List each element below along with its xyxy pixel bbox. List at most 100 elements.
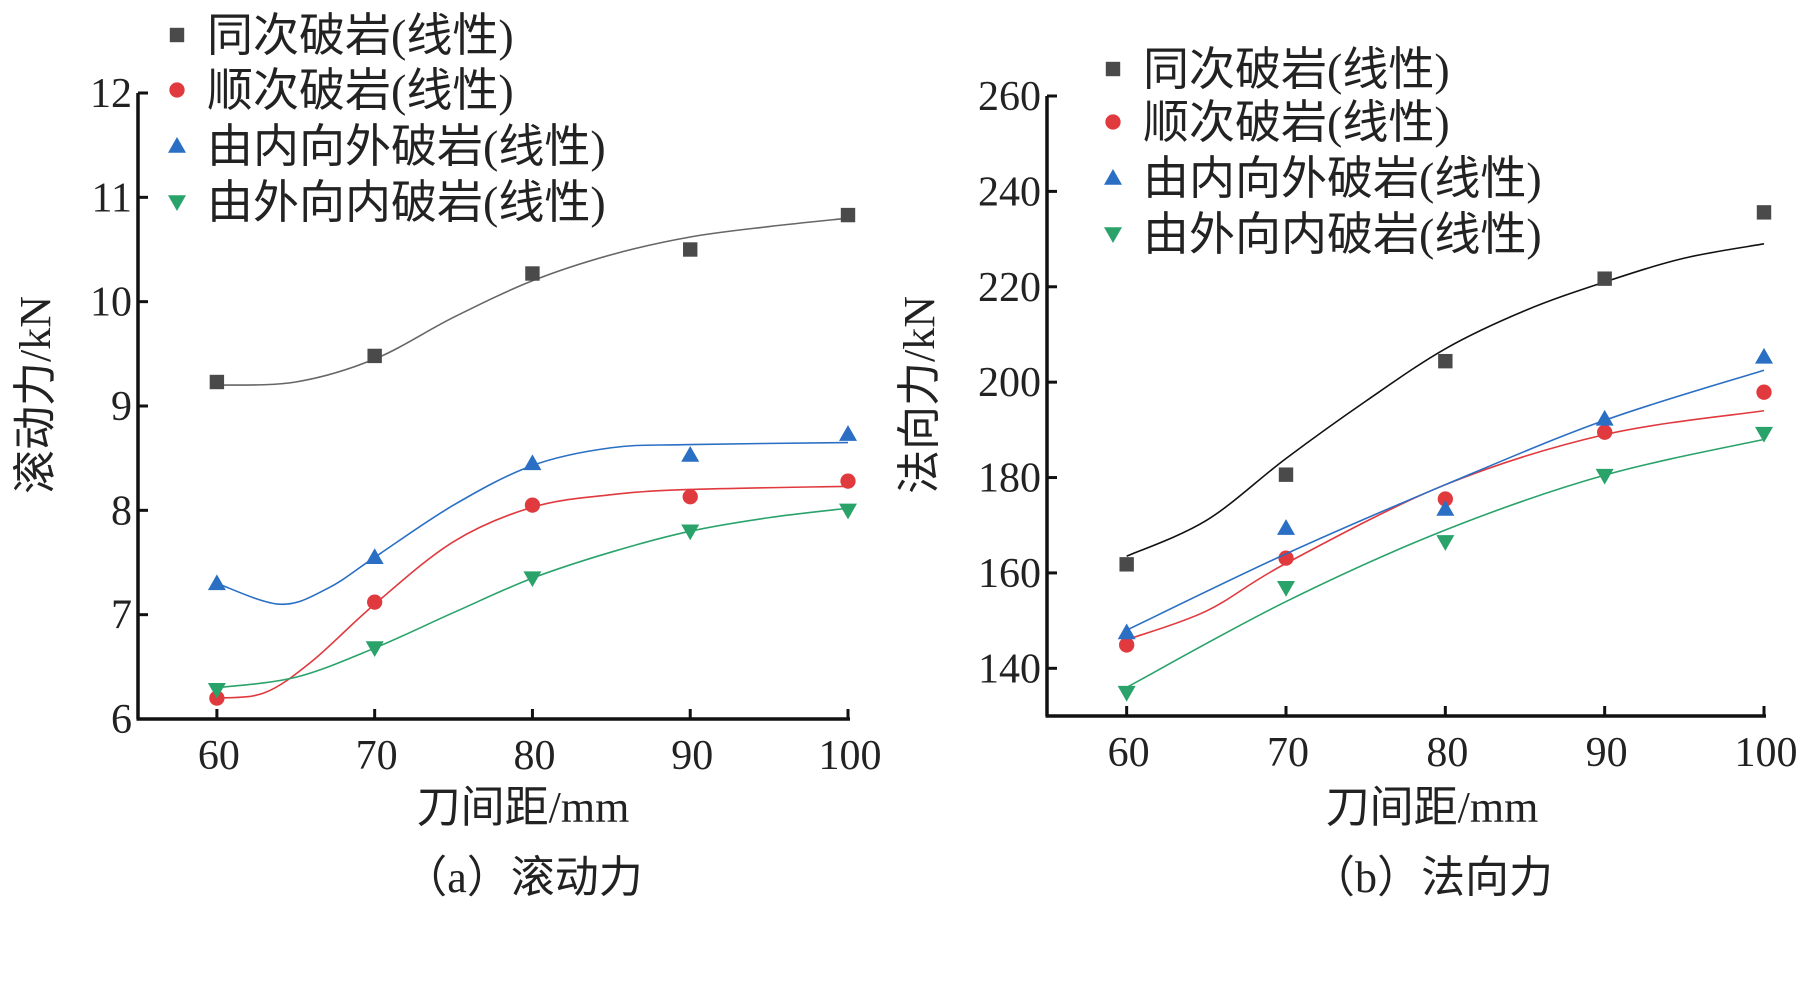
data-point [839,503,857,520]
x-tick-label: 80 [513,733,555,779]
data-point [367,594,383,610]
x-tick-label: 70 [1267,730,1309,776]
legend-label: 由外向内破岩(线性) [1143,209,1542,260]
y-tick-label: 160 [978,551,1041,597]
data-point [523,571,542,588]
data-point [1119,637,1135,653]
y-tick-label: 200 [978,360,1041,406]
fit-curve [216,217,849,386]
legend-marker [168,137,186,153]
series-square [1119,205,1772,572]
legend-label: 由内向外破岩(线性) [207,121,606,172]
data-point [1117,685,1136,702]
data-point [1756,205,1772,220]
fit-curve [216,485,849,699]
y-tick-label: 11 [92,175,132,221]
data-point [1438,353,1453,369]
legend-label: 顺次破岩(线性) [1143,97,1450,148]
legend-marker [1104,169,1122,185]
x-axis-label: 刀间距/mm [417,783,630,832]
y-tick-label: 7 [111,593,132,639]
legend-marker [1104,227,1122,243]
x-tick-label: 100 [819,733,882,779]
legend-marker [169,27,185,43]
data-point [1755,426,1773,443]
series-triangle-down [207,503,857,699]
data-point [1119,557,1134,572]
legend-label: 同次破岩(线性) [1143,44,1450,95]
x-axis-label: 刀间距/mm [1326,783,1539,832]
y-tick-label: 9 [111,384,132,430]
data-point [209,374,225,390]
chart-caption: （b）法向力 [1311,853,1553,902]
data-point [1436,500,1455,516]
data-point [367,348,382,364]
data-point [207,683,226,699]
legend-label: 同次破岩(线性) [207,10,514,61]
data-point [1277,519,1295,535]
data-point [681,524,700,541]
x-tick-label: 90 [1586,730,1628,776]
fit-curve [1126,369,1765,631]
y-tick-label: 140 [978,646,1041,692]
data-point [1437,491,1453,507]
y-tick-label: 10 [90,280,132,326]
data-point [1117,623,1136,640]
x-tick-label: 60 [1108,730,1150,776]
y-tick-label: 6 [111,697,132,743]
fit-curve [1126,438,1765,689]
data-point [683,242,698,257]
series-circle [209,473,856,706]
data-point [1278,467,1294,482]
data-point [365,548,384,565]
legend-label: 由内向外破岩(线性) [1143,153,1542,204]
data-point [840,207,856,223]
y-tick-label: 180 [978,456,1041,502]
data-point [207,574,226,591]
x-tick-label: 90 [671,733,713,779]
series-square [209,207,856,390]
fit-curve [216,441,849,606]
chart-normal-force: 法向力/kN 刀间距/mm （b）法向力 140 160 180 200 220 240 2… [895,44,1798,902]
legend-marker [1105,61,1121,77]
series-circle [1119,384,1772,653]
y-axis-label: 滚动力/kN [11,296,60,494]
y-tick-label: 260 [978,74,1041,120]
y-axis-label: 法向力/kN [895,296,944,494]
data-point [523,454,542,471]
legend-marker [168,195,186,211]
data-point [1595,468,1614,485]
y-tick-label: 220 [978,265,1041,311]
x-tick-label: 100 [1735,730,1798,776]
data-point [1595,409,1614,426]
data-point [524,497,541,513]
data-point [1278,550,1294,566]
data-point [1436,535,1455,551]
data-point [1756,384,1772,400]
data-point [1277,580,1295,597]
legend-label: 顺次破岩(线性) [207,65,514,116]
data-point [681,446,700,462]
y-tick-label: 8 [111,488,132,534]
legend-marker [1105,114,1121,130]
series-triangle-down [1117,426,1773,702]
data-point [1755,347,1773,364]
data-point [682,489,698,505]
fit-curve [1126,409,1765,641]
data-point [1597,271,1612,286]
chart-caption: （a）滚动力 [403,853,643,902]
legend-label: 由外向内破岩(线性) [207,177,606,228]
data-point [840,473,856,489]
y-tick-label: 12 [90,71,132,117]
data-point [525,266,540,281]
series-triangle-up [1117,347,1773,640]
data-point [365,641,384,658]
x-tick-label: 60 [198,733,240,779]
legend-marker [169,82,185,98]
data-point [839,425,857,441]
x-tick-label: 80 [1426,730,1468,776]
series-triangle-up [207,425,857,606]
y-tick-label: 240 [978,169,1041,215]
x-tick-label: 70 [356,733,398,779]
